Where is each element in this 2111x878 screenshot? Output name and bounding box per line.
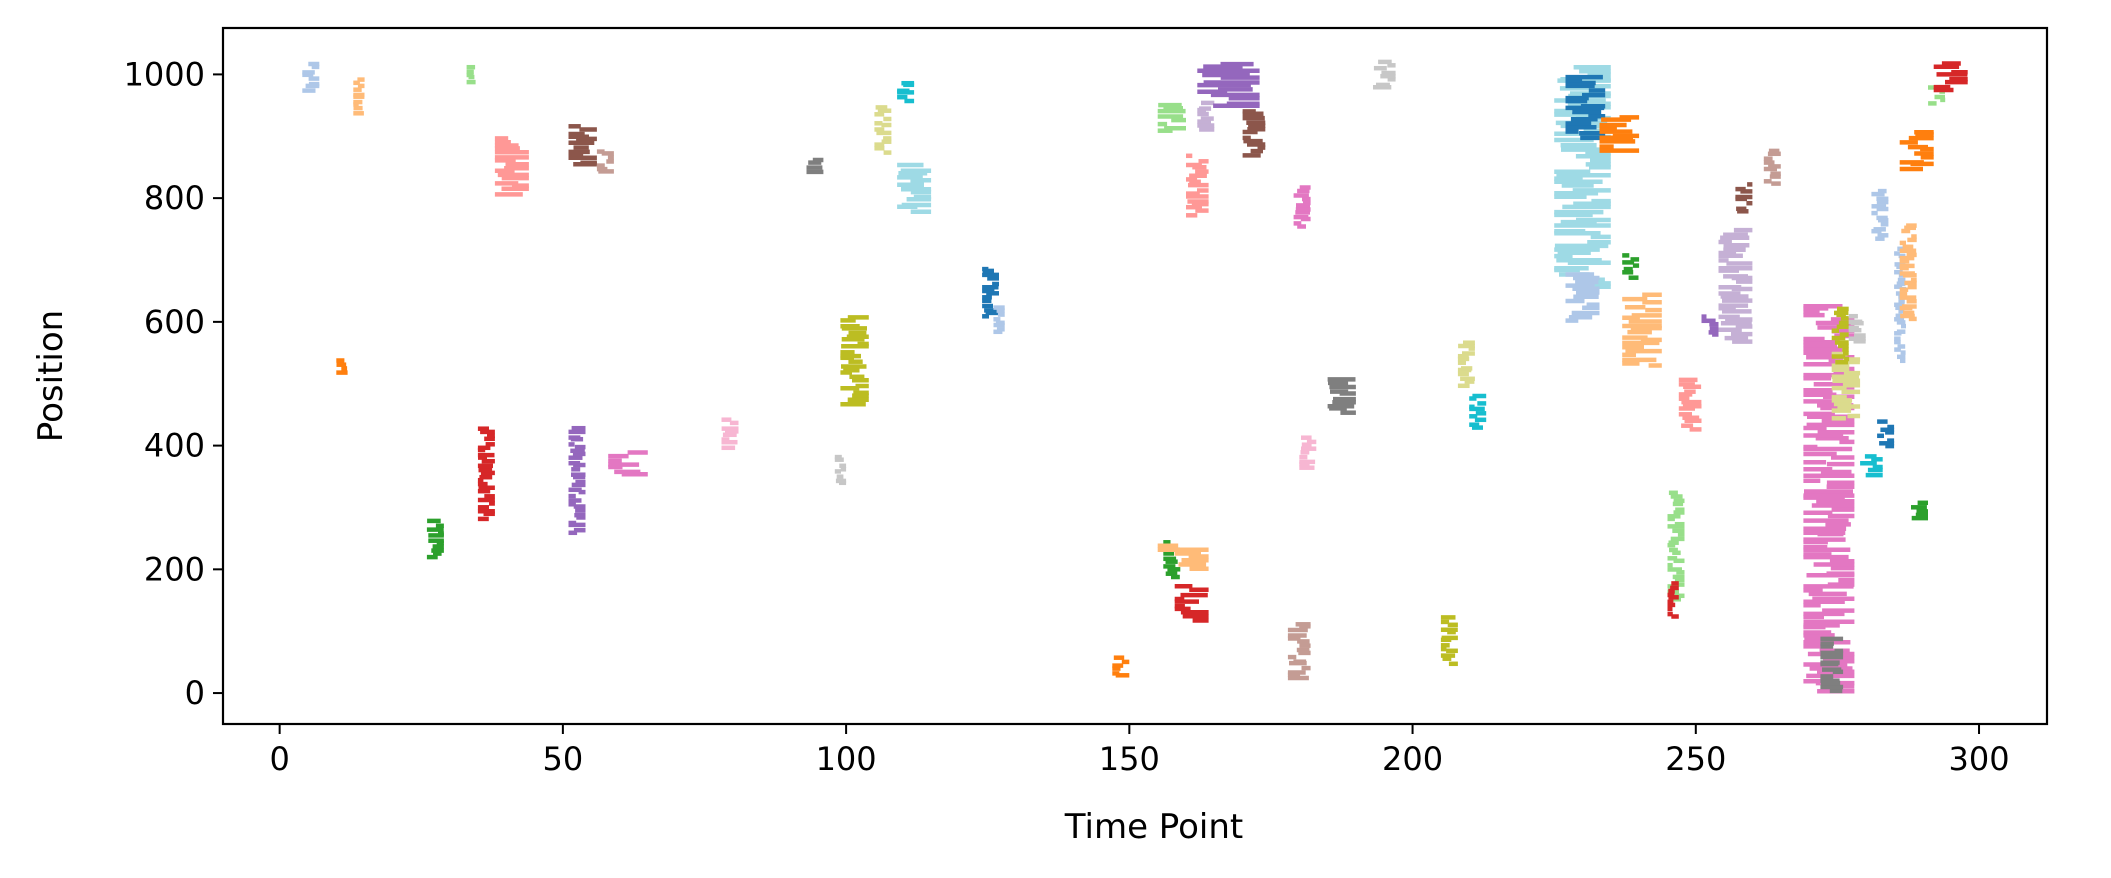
data-cluster: [1667, 581, 1679, 619]
data-cluster: [1871, 188, 1889, 241]
data-cluster: [806, 157, 824, 175]
x-tick-label: 150: [1099, 740, 1160, 778]
x-tick-label: 250: [1665, 740, 1726, 778]
data-cluster: [1327, 377, 1356, 415]
data-cluster: [1197, 100, 1215, 132]
data-cluster: [897, 80, 915, 104]
data-cluster: [1440, 615, 1458, 667]
data-cluster: [1174, 583, 1209, 623]
data-cluster: [608, 450, 648, 477]
y-tick-label: 200: [144, 550, 205, 588]
data-cluster: [1933, 61, 1968, 93]
data-cluster: [568, 124, 597, 167]
data-cluster: [1554, 65, 1611, 289]
data-cluster: [568, 425, 586, 536]
y-tick-label: 800: [144, 179, 205, 217]
y-tick-label: 0: [185, 674, 205, 712]
data-cluster: [1622, 292, 1662, 368]
data-cluster: [982, 266, 999, 319]
data-cluster: [1899, 129, 1934, 172]
data-cluster: [840, 315, 869, 407]
y-axis-title: Position: [31, 310, 71, 442]
data-cluster: [993, 305, 1005, 335]
x-axis-title: Time Point: [1064, 807, 1243, 847]
data-cluster: [353, 77, 365, 116]
data-cluster: [1860, 454, 1883, 478]
data-cluster: [1701, 314, 1719, 337]
data-cluster: [1678, 377, 1702, 432]
x-tick-label: 300: [1948, 740, 2009, 778]
data-cluster: [897, 162, 932, 214]
x-tick-label: 50: [543, 740, 584, 778]
data-cluster: [1186, 153, 1209, 218]
data-cluster: [1197, 61, 1260, 108]
data-cluster: [1899, 223, 1917, 322]
data-cluster: [1469, 393, 1487, 430]
x-tick-label: 100: [816, 740, 877, 778]
plot-frame: [221, 26, 2049, 726]
data-cluster: [1599, 115, 1640, 153]
plot-area: [302, 59, 1968, 694]
y-tick-label: 400: [144, 427, 205, 465]
data-cluster: [426, 518, 444, 560]
y-tick-label: 1000: [124, 55, 205, 93]
data-cluster: [874, 105, 892, 155]
x-axis: 0 50 100 150 200 250 300: [269, 724, 2010, 778]
data-cluster: [1735, 182, 1753, 214]
data-cluster: [1457, 340, 1475, 389]
data-cluster: [302, 61, 320, 93]
data-cluster: [1112, 655, 1130, 678]
data-cluster: [336, 358, 348, 375]
data-cluster: [1565, 272, 1600, 323]
data-cluster: [1299, 435, 1317, 470]
x-tick-label: 0: [269, 740, 289, 778]
data-cluster: [1763, 148, 1781, 186]
data-cluster: [721, 417, 739, 451]
data-cluster: [834, 454, 847, 486]
data-cluster: [1157, 102, 1186, 133]
data-cluster: [1820, 636, 1844, 694]
data-cluster: [1877, 419, 1895, 449]
x-tick-label: 200: [1382, 740, 1443, 778]
data-cluster: [1831, 351, 1861, 421]
data-cluster: [596, 149, 614, 174]
data-cluster: [1622, 253, 1640, 280]
y-axis: 0 200 400 600 800 1000: [124, 55, 223, 712]
data-cluster: [1848, 313, 1866, 344]
data-cluster: [1911, 500, 1928, 521]
data-cluster: [494, 136, 529, 197]
data-cluster: [1242, 109, 1266, 158]
data-cluster: [1718, 227, 1753, 344]
data-cluster: [466, 64, 476, 85]
data-cluster: [477, 426, 495, 522]
y-tick-label: 600: [144, 303, 205, 341]
data-cluster: [1287, 622, 1311, 681]
data-cluster: [1373, 59, 1396, 90]
data-cluster: [1157, 543, 1209, 571]
data-cluster: [1293, 185, 1311, 229]
data-cluster: [1831, 306, 1850, 365]
